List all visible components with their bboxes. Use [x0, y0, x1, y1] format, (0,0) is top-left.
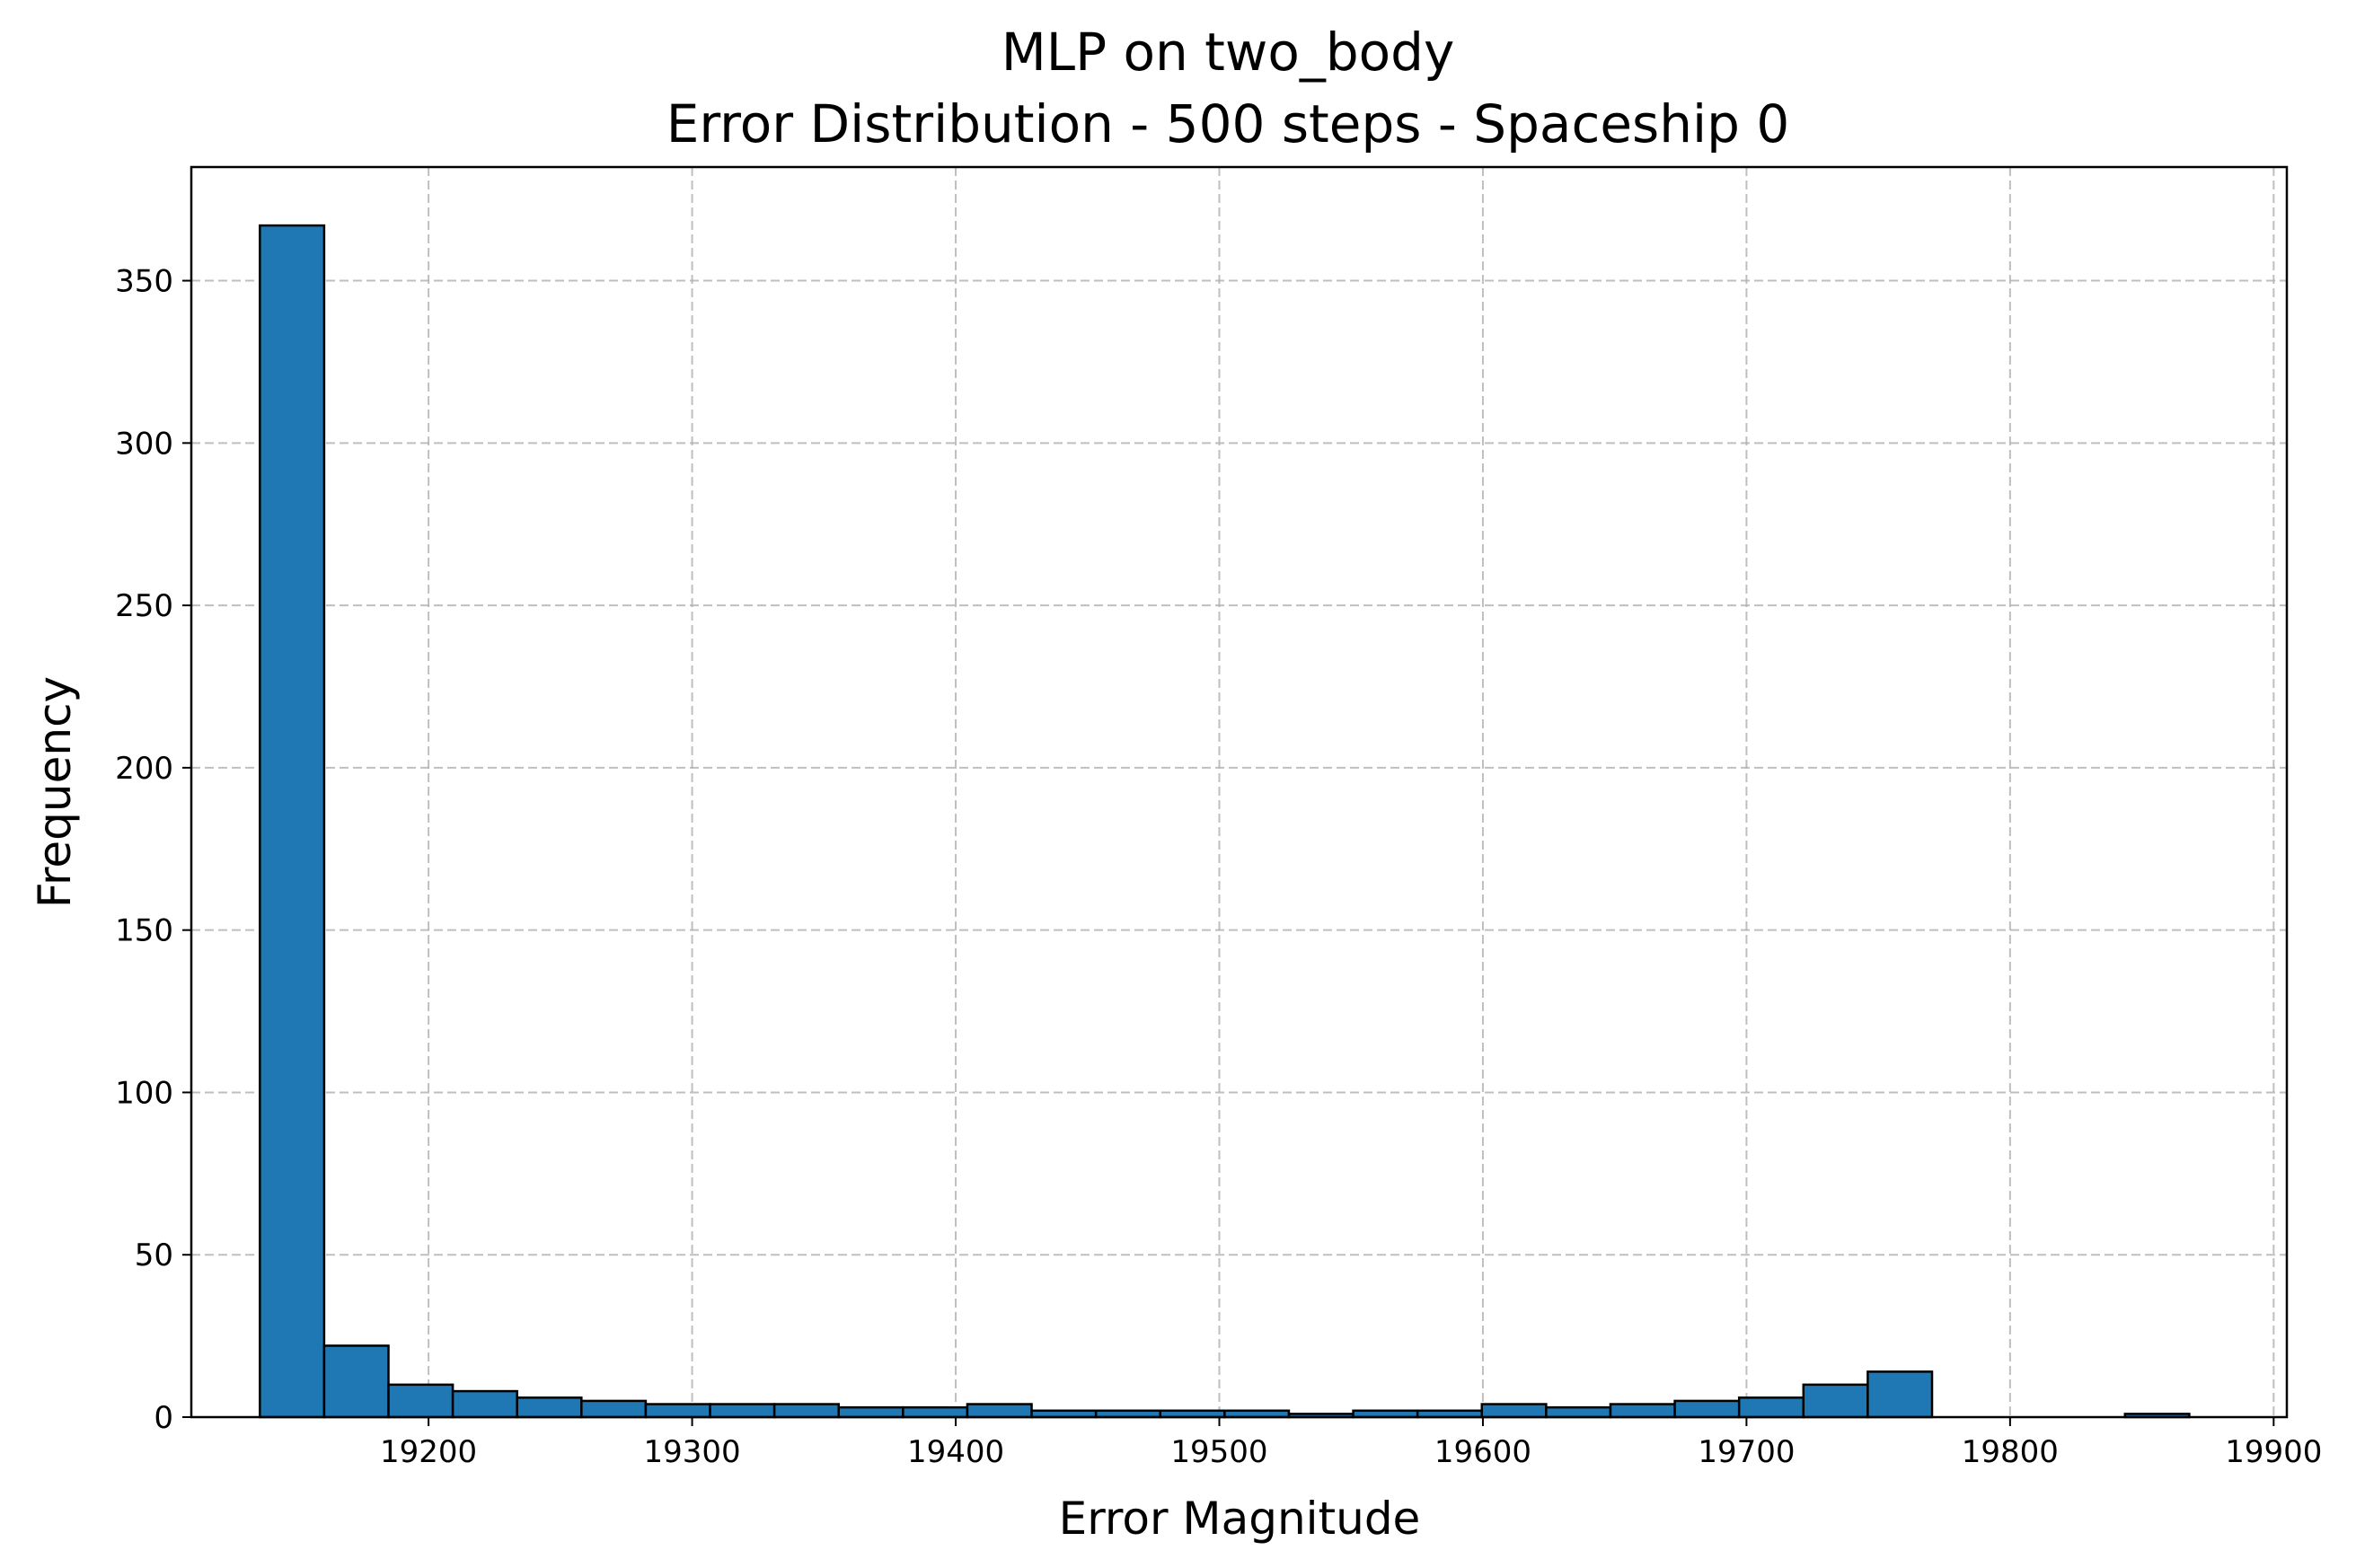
x-tick-label: 19400: [907, 1434, 1004, 1470]
histogram-bar: [1480, 1403, 1548, 1419]
histogram-bar: [902, 1405, 969, 1419]
x-tick-label: 19500: [1170, 1434, 1267, 1470]
y-tick-label: 100: [115, 1075, 173, 1111]
x-tick-label: 19900: [2225, 1434, 2322, 1470]
x-tick-label: 19700: [1698, 1434, 1795, 1470]
bars: [259, 224, 2191, 1419]
histogram-bar: [1545, 1405, 1612, 1419]
x-tick-label: 19200: [380, 1434, 477, 1470]
histogram-bar: [1609, 1403, 1676, 1419]
y-tick-label: 50: [135, 1238, 173, 1273]
x-tick-label: 19600: [1434, 1434, 1531, 1470]
y-tick-label: 200: [115, 751, 173, 787]
chart-title: MLP on two_body: [1002, 22, 1455, 83]
axis-ticks: 19200 19300 19400 19500 19600 19700 19800 19900…: [115, 264, 2322, 1470]
y-tick-label: 150: [115, 913, 173, 949]
histogram-bar: [966, 1403, 1033, 1419]
y-tick-label: 0: [154, 1400, 173, 1436]
histogram-bar: [1866, 1370, 1934, 1419]
histogram-bar: [451, 1389, 518, 1419]
histogram-bar: [580, 1399, 648, 1419]
histogram-bar: [322, 1344, 390, 1419]
x-tick-label: 19800: [1962, 1434, 2059, 1470]
y-tick-label: 250: [115, 588, 173, 624]
histogram-bar: [1673, 1399, 1741, 1419]
histogram-bar: [837, 1405, 904, 1419]
histogram-bar: [1737, 1396, 1805, 1419]
grid-lines: [191, 167, 2287, 1418]
chart-subtitle: Error Distribution - 500 steps - Spacesh…: [666, 93, 1790, 154]
plot-frame: [190, 165, 2289, 1419]
x-axis-label: Error Magnitude: [1059, 1493, 1421, 1545]
histogram-bar: [259, 224, 326, 1419]
x-tick-label: 19300: [643, 1434, 740, 1470]
y-tick-label: 300: [115, 426, 173, 462]
histogram-bar: [1802, 1383, 1869, 1419]
histogram-bar: [644, 1403, 711, 1419]
y-axis-label: Frequency: [29, 676, 81, 908]
histogram-bar: [772, 1403, 840, 1419]
histogram-bar: [387, 1383, 454, 1419]
y-tick-label: 350: [115, 264, 173, 300]
histogram-bar: [516, 1396, 583, 1419]
histogram-bar: [709, 1403, 776, 1419]
